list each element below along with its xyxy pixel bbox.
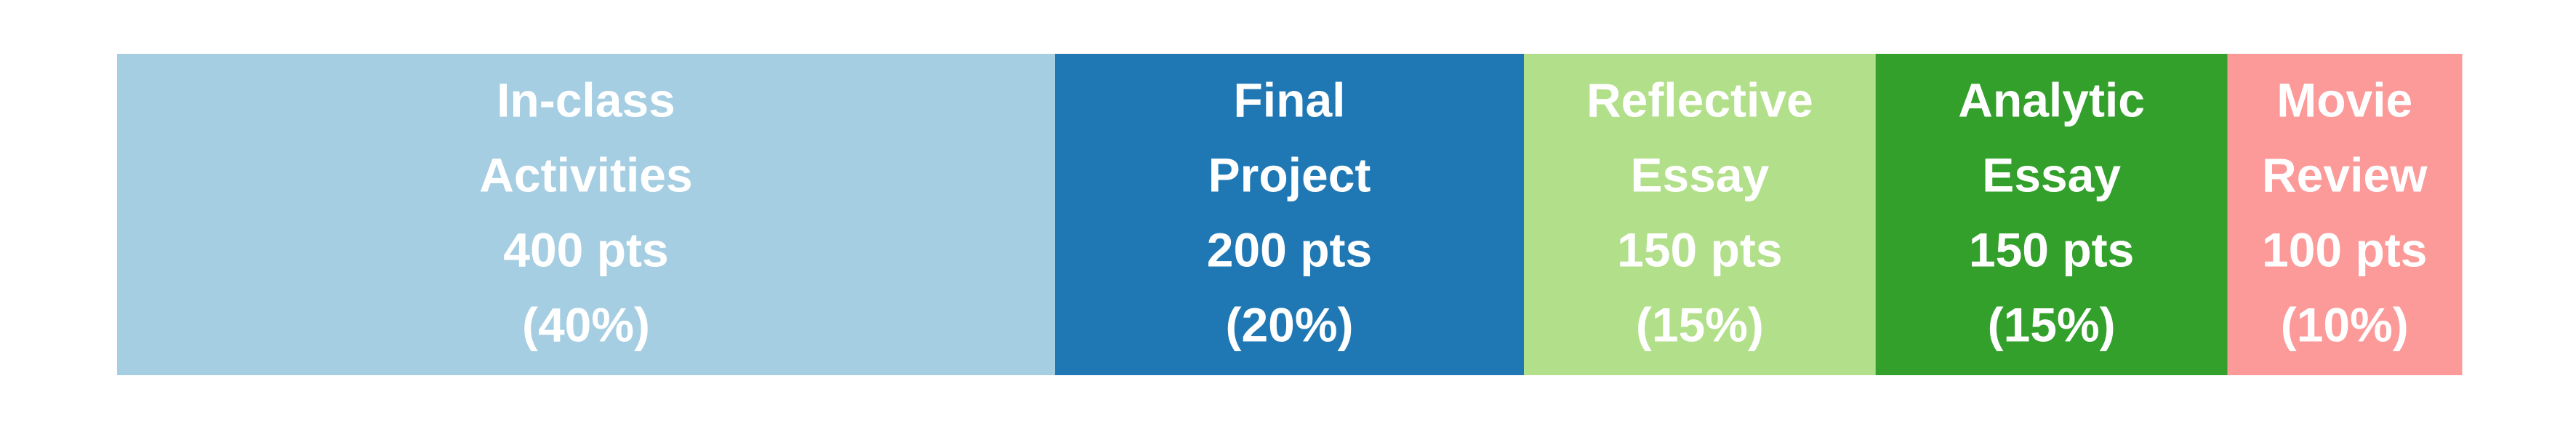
segment-1-label-line-3: 400 pts <box>503 222 668 276</box>
segment-5-label-line-2: Review <box>2262 148 2428 201</box>
segment-2-label-line-2: Project <box>1208 148 1371 201</box>
segment-3-label-line-1: Reflective <box>1586 73 1813 127</box>
segment-5-label-line-3: 100 pts <box>2262 222 2427 276</box>
bar-segment-5 <box>2227 54 2463 375</box>
bar-segment-3 <box>1524 54 1877 375</box>
segment-4-label-line-2: Essay <box>1982 148 2121 201</box>
segment-4-label-line-1: Analytic <box>1958 73 2145 127</box>
segment-4-label-line-3: 150 pts <box>1969 222 2134 276</box>
segment-2-label-line-1: Final <box>1233 73 1345 127</box>
segment-2-label-line-4: (20%) <box>1225 297 1353 351</box>
segment-1-label-line-4: (40%) <box>522 297 650 351</box>
segment-5-label-line-1: Movie <box>2276 73 2412 127</box>
bar-segments <box>117 54 2463 375</box>
bar-segment-2 <box>1055 54 1525 375</box>
bar-segment-1 <box>117 54 1056 375</box>
segment-labels: In-class Activities 400 pts (40%) Final Proje… <box>479 73 2428 351</box>
segment-1-label-line-2: Activities <box>479 148 692 201</box>
segment-3-label-line-3: 150 pts <box>1617 222 1782 276</box>
segment-2-label-line-3: 200 pts <box>1207 222 1372 276</box>
bar-segment-4 <box>1875 54 2228 375</box>
segment-4-label-line-4: (15%) <box>1988 297 2116 351</box>
segment-1-label-line-1: In-class <box>497 73 675 127</box>
segment-3-label-line-4: (15%) <box>1636 297 1764 351</box>
segment-5-label-line-4: (10%) <box>2281 297 2409 351</box>
segment-3-label-line-2: Essay <box>1630 148 1769 201</box>
